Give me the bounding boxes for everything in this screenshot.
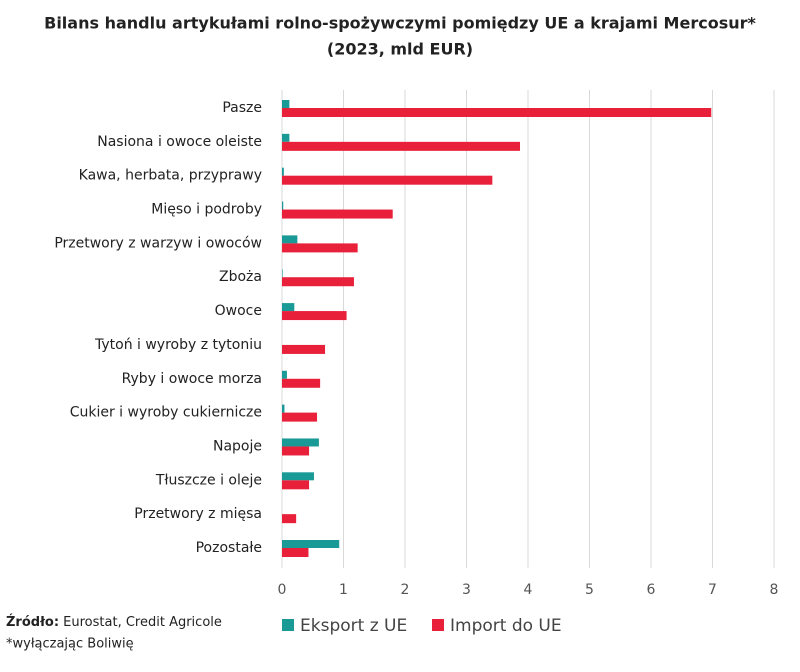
legend-swatch (432, 619, 444, 631)
bar (282, 141, 521, 151)
category-label: Tłuszcze i oleje (155, 472, 262, 488)
bar (282, 108, 712, 117)
bar (282, 378, 321, 388)
bar (282, 514, 297, 524)
category-label: Pozostałe (196, 540, 262, 556)
note: *wyłączając Boliwię (6, 637, 134, 652)
bar (282, 540, 340, 548)
source-text: Eurostat, Credit Agricole (63, 615, 222, 630)
bar (282, 175, 493, 185)
bar (282, 311, 347, 321)
bar (282, 480, 310, 490)
category-label: Tytoń i wyroby z tytoniu (94, 337, 262, 353)
category-label: Cukier i wyroby cukiernicze (70, 405, 262, 421)
category-label: Pasze (222, 100, 262, 116)
bar (282, 404, 285, 413)
x-tick-label: 3 (462, 582, 471, 598)
legend-label: Eksport z UE (300, 616, 407, 636)
category-label: Przetwory z warzyw i owoców (54, 235, 262, 251)
x-tick-label: 6 (647, 582, 656, 598)
x-tick-label: 7 (708, 582, 717, 598)
x-tick-label: 4 (524, 582, 533, 598)
bar (282, 133, 290, 142)
category-label: Mięso i podroby (151, 202, 262, 218)
category-label: Kawa, herbata, przyprawy (79, 168, 262, 184)
category-label: Ryby i owoce morza (122, 371, 262, 387)
bar (282, 235, 298, 244)
chart-title: Bilans handlu artykułami rolno-spożywczy… (44, 14, 756, 33)
source: Źródło: Eurostat, Credit Agricole (6, 614, 222, 630)
bar (282, 269, 283, 278)
chart-subtitle: (2023, mld EUR) (327, 40, 473, 59)
legend-swatch (282, 619, 294, 631)
category-label: Napoje (213, 438, 262, 454)
bar (282, 209, 393, 219)
bar (282, 277, 354, 287)
bar (282, 303, 295, 312)
bar (282, 412, 318, 422)
bar (282, 548, 309, 557)
source-label: Źródło: (6, 614, 59, 630)
x-tick-label: 1 (339, 582, 348, 598)
category-label: Zboża (219, 269, 262, 285)
x-tick-label: 0 (278, 582, 287, 598)
bar (282, 167, 284, 176)
bar (282, 243, 358, 253)
bar (282, 201, 284, 210)
category-label: Przetwory z mięsa (134, 506, 262, 522)
category-label: Owoce (215, 303, 262, 319)
bar (282, 472, 314, 481)
bar (282, 344, 326, 354)
bar (282, 446, 310, 456)
bar (282, 100, 290, 108)
legend-label: Import do UE (450, 616, 562, 636)
bar (282, 370, 287, 379)
x-tick-label: 8 (770, 582, 779, 598)
x-tick-label: 2 (401, 582, 410, 598)
bar (282, 438, 319, 447)
category-label: Nasiona i owoce oleiste (97, 134, 262, 150)
x-tick-label: 5 (585, 582, 594, 598)
